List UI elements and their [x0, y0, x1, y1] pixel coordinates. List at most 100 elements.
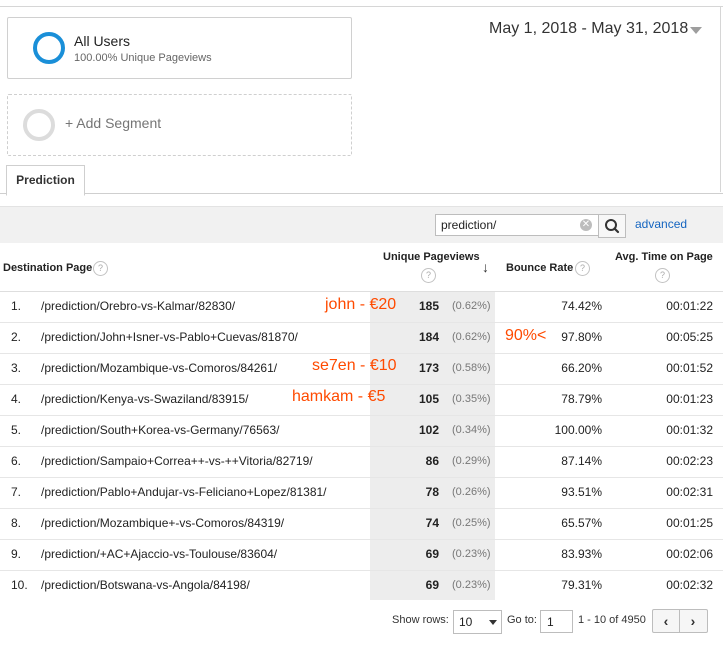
tab-prediction[interactable]: Prediction	[6, 165, 85, 196]
header-unique-pageviews[interactable]: Unique Pageviews	[383, 251, 480, 263]
destination-page-link[interactable]: /prediction/South+Korea-vs-Germany/76563…	[41, 423, 280, 437]
unique-pageviews-value: 78	[425, 485, 439, 499]
row-index: 9.	[11, 547, 22, 561]
bounce-rate-value: 79.31%	[561, 578, 602, 592]
avg-time-value: 00:01:25	[666, 516, 713, 530]
destination-page-link[interactable]: /prediction/Pablo+Andujar-vs-Feliciano+L…	[41, 485, 327, 499]
help-icon[interactable]: ?	[421, 268, 436, 283]
unique-pageviews-value: 69	[425, 547, 439, 561]
table-row: 3. /prediction/Mozambique-vs-Comoros/842…	[0, 353, 723, 385]
segment-ring-icon	[33, 32, 65, 64]
avg-time-value: 00:02:31	[666, 485, 713, 499]
table-row: 7. /prediction/Pablo+Andujar-vs-Felician…	[0, 477, 723, 509]
header-destination-page[interactable]: Destination Page	[3, 262, 93, 274]
row-index: 10.	[11, 578, 28, 592]
unique-pageviews-value: 173	[418, 361, 439, 375]
table-row: 9. /prediction/+AC+Ajaccio-vs-Toulouse/8…	[0, 539, 723, 571]
segment-subtitle: 100.00% Unique Pageviews	[74, 52, 212, 64]
unique-pageviews-value: 74	[425, 516, 439, 530]
search-input[interactable]: prediction/ ✕	[435, 214, 599, 236]
chevron-down-icon[interactable]	[690, 27, 702, 34]
segment-title: All Users	[74, 33, 131, 49]
destination-page-link[interactable]: /prediction/Mozambique+-vs-Comoros/84319…	[41, 516, 285, 530]
table-footer: Show rows: 10 Go to: 1 1 - 10 of 4950 ‹ …	[0, 601, 723, 645]
chevron-down-icon	[489, 620, 497, 625]
goto-page-input[interactable]: 1	[540, 610, 573, 633]
unique-pageviews-value: 86	[425, 454, 439, 468]
previous-page-icon[interactable]: ‹	[653, 610, 680, 632]
unique-pageviews-value: 184	[418, 330, 439, 344]
bounce-rate-value: 97.80%	[561, 330, 602, 344]
advanced-filter-link[interactable]: advanced	[635, 217, 688, 231]
top-border	[0, 0, 723, 7]
row-index: 5.	[11, 423, 22, 437]
clear-search-icon[interactable]: ✕	[580, 219, 592, 231]
pageviews-percent: (0.34%)	[452, 424, 491, 436]
unique-pageviews-value: 185	[418, 299, 439, 313]
goto-page-value: 1	[547, 615, 554, 629]
avg-time-value: 00:01:52	[666, 361, 713, 375]
annotation-hamkam: hamkam - €5	[292, 388, 386, 405]
unique-pageviews-value: 105	[418, 392, 439, 406]
unique-pageviews-value: 102	[418, 423, 439, 437]
sort-descending-icon[interactable]: ↓	[482, 259, 489, 275]
rows-per-page-select[interactable]: 10	[453, 610, 502, 634]
table-row: 2. /prediction/John+Isner-vs-Pablo+Cueva…	[0, 322, 723, 354]
next-page-icon[interactable]: ›	[690, 613, 696, 629]
avg-time-value: 00:02:23	[666, 454, 713, 468]
destination-page-link[interactable]: /prediction/John+Isner-vs-Pablo+Cuevas/8…	[41, 330, 298, 344]
avg-time-value: 00:05:25	[666, 330, 713, 344]
row-index: 1.	[11, 299, 22, 313]
destination-page-link[interactable]: /prediction/+AC+Ajaccio-vs-Toulouse/8360…	[41, 547, 278, 561]
sorted-column-shade	[370, 243, 495, 600]
bounce-rate-value: 74.42%	[561, 299, 602, 313]
table-filter-bar: prediction/ ✕ advanced	[0, 206, 723, 243]
annotation-se7en: se7en - €10	[312, 357, 397, 374]
pageviews-percent: (0.62%)	[452, 300, 491, 312]
add-segment-button[interactable]: + Add Segment	[7, 94, 352, 156]
row-index: 6.	[11, 454, 22, 468]
pageviews-percent: (0.62%)	[452, 331, 491, 343]
table-row: 5. /prediction/South+Korea-vs-Germany/76…	[0, 415, 723, 447]
row-index: 3.	[11, 361, 22, 375]
table-row: 10. /prediction/Botswana-vs-Angola/84198…	[0, 570, 723, 602]
bounce-rate-value: 78.79%	[561, 392, 602, 406]
table-header-row: Destination Page ? Unique Pageviews ? ↓ …	[0, 243, 723, 292]
pagination-range: 1 - 10 of 4950	[578, 614, 646, 626]
header-bounce-rate[interactable]: Bounce Rate	[506, 262, 574, 274]
help-icon[interactable]: ?	[655, 268, 670, 283]
right-divider	[720, 6, 721, 192]
goto-label: Go to:	[507, 614, 537, 626]
row-index: 8.	[11, 516, 22, 530]
destination-page-link[interactable]: /prediction/Orebro-vs-Kalmar/82830/	[41, 299, 236, 313]
help-icon[interactable]: ?	[575, 261, 590, 276]
row-index: 7.	[11, 485, 22, 499]
bounce-rate-value: 66.20%	[561, 361, 602, 375]
segment-card-all-users[interactable]: All Users 100.00% Unique Pageviews	[7, 17, 352, 79]
avg-time-value: 00:01:22	[666, 299, 713, 313]
unique-pageviews-value: 69	[425, 578, 439, 592]
bounce-rate-value: 83.93%	[561, 547, 602, 561]
destination-page-link[interactable]: /prediction/Mozambique-vs-Comoros/84261/	[41, 361, 278, 375]
search-button[interactable]	[598, 214, 626, 238]
table-row: 1. /prediction/Orebro-vs-Kalmar/82830/ 1…	[0, 291, 723, 323]
header-avg-time-on-page[interactable]: Avg. Time on Page	[615, 251, 713, 263]
table-row: 6. /prediction/Sampaio+Correa++-vs-++Vit…	[0, 446, 723, 478]
bounce-rate-value: 65.57%	[561, 516, 602, 530]
destination-page-link[interactable]: /prediction/Sampaio+Correa++-vs-++Vitori…	[41, 454, 313, 468]
help-icon[interactable]: ?	[93, 261, 108, 276]
pageviews-percent: (0.23%)	[452, 579, 491, 591]
destination-page-link[interactable]: /prediction/Botswana-vs-Angola/84198/	[41, 578, 250, 592]
date-range-picker[interactable]: May 1, 2018 - May 31, 2018	[489, 20, 689, 37]
search-input-value[interactable]: prediction/	[441, 218, 497, 232]
tab-strip-divider	[0, 193, 723, 194]
show-rows-label: Show rows:	[392, 614, 449, 626]
pagination-controls: ‹ ›	[652, 609, 708, 633]
bounce-rate-value: 93.51%	[561, 485, 602, 499]
segment-placeholder-ring-icon	[23, 109, 55, 141]
bounce-rate-value: 100.00%	[554, 423, 602, 437]
destination-page-link[interactable]: /prediction/Kenya-vs-Swaziland/83915/	[41, 392, 249, 406]
pageviews-percent: (0.29%)	[452, 455, 491, 467]
row-index: 4.	[11, 392, 22, 406]
table-row: 4. /prediction/Kenya-vs-Swaziland/83915/…	[0, 384, 723, 416]
